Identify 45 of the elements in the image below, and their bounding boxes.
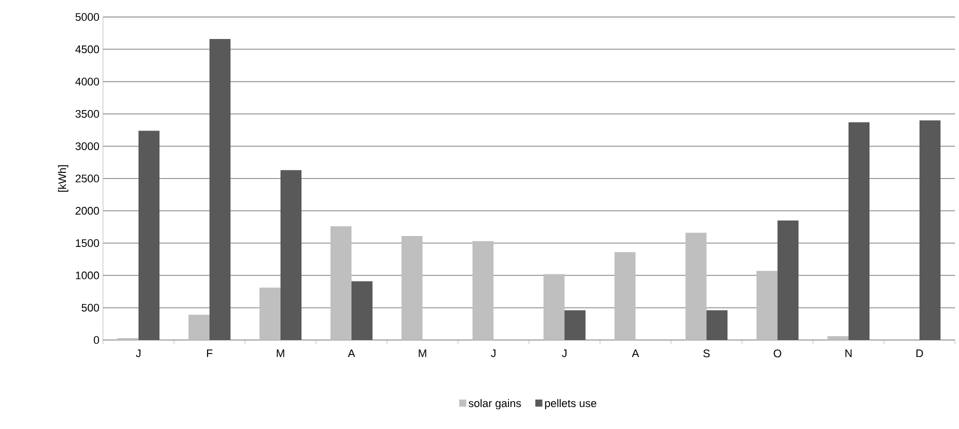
bar [402,236,423,340]
bar [564,310,586,340]
y-tick-label: 0 [94,336,100,344]
y-tick-label: 3500 [76,110,100,118]
bar [352,281,373,340]
y-tick-label: 1000 [76,272,100,280]
y-tick-label: 5000 [76,13,100,21]
y-tick-label: 2500 [76,174,100,182]
bar [706,310,728,340]
bar [756,270,778,340]
y-tick-label: 1500 [76,239,100,247]
legend-label: solar gains [468,399,521,410]
bar [138,130,160,340]
x-tick-label: N [845,350,852,358]
x-tick-label: F [207,350,212,358]
x-tick-label: A [348,350,356,358]
bar [686,232,707,340]
x-tick-label: O [774,350,782,358]
x-tick-label: J [136,350,140,358]
y-tick-label: 4500 [75,45,100,54]
y-tick-label: 2000 [76,206,100,215]
bar [210,38,231,340]
bar [280,170,302,340]
bar [828,336,849,340]
x-tick-label: M [418,350,426,358]
x-tick-label: M [276,350,284,358]
y-axis-title: [kWh] [58,165,68,192]
bar [330,226,352,340]
x-tick-label: J [562,350,566,358]
bar [260,288,281,340]
y-tick-label: 4000 [75,78,100,86]
x-tick-label: S [703,350,710,358]
x-tick-label: A [632,350,640,358]
bar [848,122,870,340]
bar [472,241,494,340]
bar [188,314,210,340]
x-tick-label: D [916,350,923,358]
bar [778,220,799,340]
bar [920,120,941,340]
y-tick-label: 3000 [76,142,100,150]
y-tick-label: 500 [82,304,100,312]
legend-label: pellets use [545,399,596,410]
x-tick-label: J [490,350,496,358]
bar [544,274,565,340]
bar [614,252,636,340]
